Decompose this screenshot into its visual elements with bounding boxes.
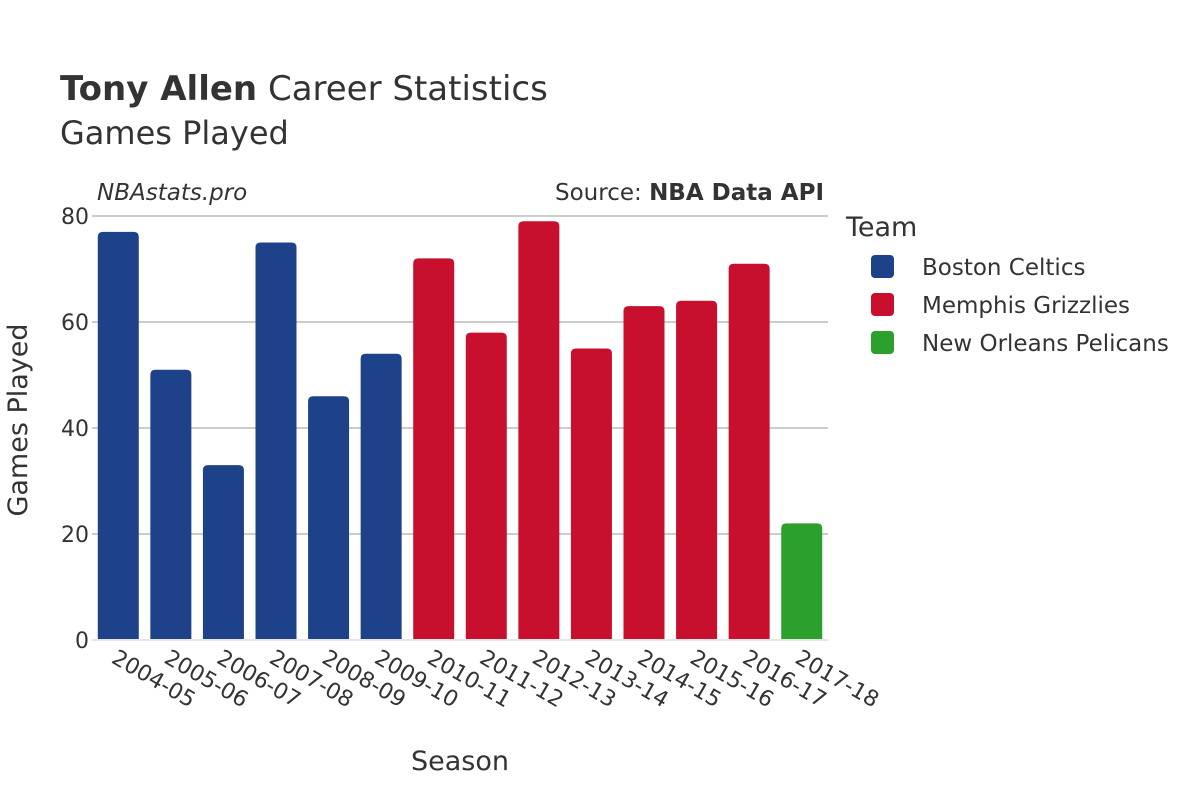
bar-2006-07 (202, 465, 244, 640)
player-name: Tony Allen (60, 69, 257, 109)
y-tick-label: 0 (75, 629, 89, 654)
legend-swatch (871, 331, 894, 354)
x-axis-title: Season (411, 746, 509, 777)
legend-item-label: Boston Celtics (922, 255, 1085, 281)
bar-2008-09 (308, 396, 350, 640)
bar-2011-12 (465, 332, 507, 640)
grid-lines (92, 215, 828, 535)
legend: Boston Celtics Memphis Grizzlies New Orlea… (871, 255, 1169, 357)
bar-2017-18 (781, 523, 823, 640)
title-rest: Career Statistics (257, 69, 548, 109)
x-tick-labels: 2004-052005-062006-072007-082008-092009-… (107, 646, 883, 714)
watermark-text: NBAstats.pro (97, 180, 247, 206)
bar-2013-14 (570, 348, 612, 640)
bar-2004-05 (97, 231, 139, 640)
bar-2009-10 (360, 353, 402, 640)
y-axis-title: Games Played (3, 323, 34, 516)
y-tick-labels: 0 20 40 60 80 (61, 205, 89, 654)
bar-2005-06 (150, 369, 192, 640)
chart-title: Tony Allen Career Statistics (60, 69, 548, 109)
chart-subtitle: Games Played (60, 114, 289, 152)
legend-swatch (871, 255, 894, 278)
bars (97, 221, 823, 641)
bar-2016-17 (728, 263, 770, 640)
y-tick-label: 60 (61, 311, 89, 336)
y-tick-label: 40 (61, 417, 89, 442)
legend-item-label: New Orleans Pelicans (922, 331, 1169, 357)
bar-2014-15 (623, 306, 665, 640)
source-prefix: Source: (555, 180, 649, 206)
y-tick-label: 80 (61, 205, 89, 230)
bar-2012-13 (518, 221, 560, 641)
legend-swatch (871, 293, 894, 316)
source-text: Source: NBA Data API (555, 180, 824, 206)
bar-2015-16 (676, 300, 718, 640)
bar-2010-11 (413, 258, 455, 640)
legend-title: Team (845, 212, 917, 243)
legend-item-label: Memphis Grizzlies (922, 293, 1130, 319)
bar-2007-08 (255, 242, 297, 640)
y-tick-label: 20 (61, 523, 89, 548)
source-name: NBA Data API (649, 180, 824, 206)
